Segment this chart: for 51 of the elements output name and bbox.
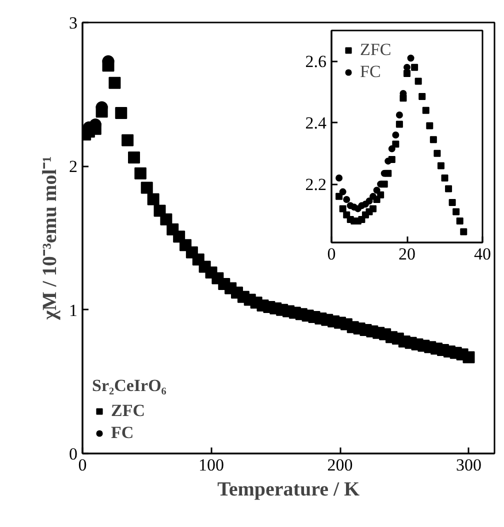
y-tick-label: 2.6 (305, 52, 326, 72)
point (456, 217, 464, 224)
point (414, 78, 422, 85)
point (426, 122, 434, 130)
y-tick-label: 2.2 (305, 175, 326, 194)
legend-label: ZFC (111, 401, 145, 421)
y-tick-label: 2.4 (305, 114, 327, 133)
y-tick-label: 1 (69, 300, 78, 320)
point (404, 70, 410, 78)
point (418, 93, 426, 100)
point (339, 205, 346, 212)
legend-title: Sr₂CeIrO₆ (92, 376, 166, 396)
point (370, 192, 377, 200)
x-tick-label: 300 (456, 456, 482, 474)
x-axis-title: Temperature / K (217, 478, 360, 500)
point (407, 54, 414, 62)
point (384, 158, 392, 165)
point (370, 205, 377, 212)
point (445, 185, 452, 192)
point (460, 228, 468, 236)
point (392, 131, 400, 138)
legend-label: FC (360, 62, 381, 82)
point (373, 186, 380, 194)
y-tick-label: 2 (69, 157, 78, 176)
legend-label: FC (111, 423, 134, 443)
x-tick-label: 200 (327, 456, 353, 474)
point (437, 162, 444, 170)
point (396, 120, 403, 128)
x-tick-label: 100 (198, 456, 224, 474)
point (396, 112, 403, 118)
point (343, 196, 350, 203)
point (339, 188, 346, 196)
point (366, 198, 373, 205)
point (336, 174, 343, 182)
point (336, 192, 343, 200)
point (430, 136, 437, 144)
y-axis-title: χM / 10⁻³emu mol⁻¹ (39, 156, 61, 321)
point (392, 140, 400, 148)
point (377, 191, 384, 198)
point (452, 208, 460, 216)
y-tick-label: 3 (69, 14, 78, 32)
point (388, 145, 396, 152)
point (422, 106, 430, 114)
point (441, 174, 448, 182)
point (411, 64, 418, 71)
point (434, 150, 441, 157)
x-tick-label: 20 (398, 244, 416, 264)
legend-label: ZFC (360, 40, 392, 60)
point (404, 64, 410, 71)
point (448, 199, 456, 206)
x-tick-label: 40 (474, 244, 491, 264)
